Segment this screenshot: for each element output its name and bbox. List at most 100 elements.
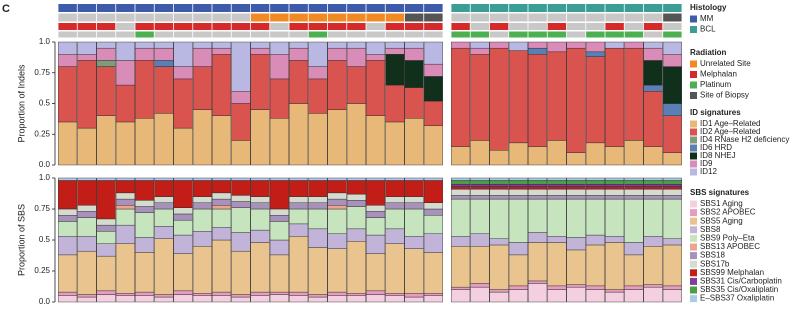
melphalan-cell <box>404 23 424 30</box>
bar-segment <box>528 280 548 284</box>
melphalan-cell <box>624 23 644 30</box>
radiation-site-cell <box>605 13 624 22</box>
legend-label: ID4 RNase H2 deficiency <box>700 135 789 144</box>
bar-segment <box>508 254 528 287</box>
legend-label: E–SBS37 Oxaliplatin <box>700 294 774 303</box>
bar-segment <box>385 41 405 49</box>
bar-segment <box>96 224 116 232</box>
bar-segment <box>289 103 309 166</box>
legend-swatch <box>690 81 697 89</box>
legend-swatch <box>690 15 697 23</box>
bar-segment <box>154 60 174 67</box>
bar-segment <box>585 51 605 57</box>
bar-segment <box>404 118 424 166</box>
bar-segment <box>489 41 509 49</box>
bar-segment <box>404 180 424 197</box>
bar-segment <box>346 47 366 67</box>
melphalan-cell <box>605 23 624 30</box>
bar-segment <box>154 294 174 298</box>
bar-segment <box>77 177 97 181</box>
bar-segment <box>327 291 347 296</box>
legend-label: Platinum <box>700 80 731 89</box>
bar-segment <box>366 177 386 181</box>
bar-segment <box>366 115 386 166</box>
bar-segment <box>547 242 567 287</box>
radiation-site-cell <box>308 13 328 22</box>
bar-segment <box>585 285 605 290</box>
histology-cell <box>173 4 193 12</box>
platinum-cell <box>116 31 135 38</box>
melphalan-cell <box>663 23 682 30</box>
bar-segment <box>423 214 443 234</box>
bar-segment <box>624 47 644 141</box>
bar-segment <box>308 202 328 210</box>
bar-segment <box>470 183 490 187</box>
bar-segment <box>528 47 548 55</box>
histology-cell <box>154 4 174 12</box>
bar-segment <box>154 208 174 227</box>
bar-segment <box>547 195 567 200</box>
bar-segment <box>231 140 251 166</box>
radiation-site-cell <box>586 13 605 22</box>
bar-segment <box>154 196 174 204</box>
legend-swatch <box>690 234 697 242</box>
bar-segment <box>624 186 644 190</box>
y-tick-label: 1.0 <box>39 173 51 182</box>
bar-segment <box>289 208 309 225</box>
legend-swatch <box>690 286 697 294</box>
legend-swatch <box>690 128 697 136</box>
bar-segment <box>231 250 251 295</box>
radiation-site-cell <box>470 13 490 22</box>
bar-segment <box>212 295 232 303</box>
y-tick-label: 0.25 <box>34 266 50 275</box>
bar-segment <box>643 60 663 86</box>
legend-swatch <box>690 144 697 152</box>
bar-segment <box>547 140 567 166</box>
bar-segment <box>366 253 386 292</box>
bar-segment <box>269 214 289 222</box>
legend-label: ID2 Age–Related <box>700 127 761 136</box>
y-tick-label: 0.5 <box>39 99 51 108</box>
bar-segment <box>423 177 443 181</box>
bar-segment <box>154 177 174 181</box>
bar-segment <box>508 188 528 196</box>
bar-segment <box>173 253 193 292</box>
histology-cell <box>624 4 644 12</box>
bar-segment <box>308 294 328 298</box>
bar-segment <box>212 227 232 241</box>
bar-segment <box>366 294 386 303</box>
bar-segment <box>192 208 212 232</box>
bar-segment <box>192 180 212 197</box>
platinum-cell <box>643 31 663 38</box>
y-tick-label: 0.0 <box>39 160 51 169</box>
histology-cell <box>327 4 347 12</box>
bar-segment <box>508 195 528 200</box>
legend-label: SBS1 Aging <box>700 199 743 208</box>
legend-swatch <box>690 200 697 208</box>
bar-segment <box>605 183 625 187</box>
bar-segment <box>605 291 625 303</box>
bar-segment <box>115 84 135 123</box>
bar-segment <box>192 66 212 110</box>
bar-segment <box>58 177 78 181</box>
melphalan-cell <box>231 23 251 30</box>
bar-segment <box>470 195 490 200</box>
bar-segment <box>135 212 155 238</box>
histology-cell <box>424 4 443 12</box>
bar-segment <box>346 206 366 230</box>
bar-segment <box>173 213 193 221</box>
bar-segment <box>250 180 270 197</box>
y-tick-label: 0.25 <box>34 129 50 138</box>
bar-segment <box>115 295 135 303</box>
y-tick-label: 0.75 <box>34 68 50 77</box>
bar-segment <box>346 193 366 201</box>
bar-segment <box>662 285 682 290</box>
bar-segment <box>346 228 366 242</box>
bar-segment <box>489 198 509 239</box>
bar-segment <box>231 103 251 141</box>
bar-segment <box>192 196 212 204</box>
legend-swatch <box>690 209 697 217</box>
bar-segment <box>308 41 328 67</box>
bar-segment <box>154 113 174 166</box>
bar-segment <box>624 198 644 243</box>
